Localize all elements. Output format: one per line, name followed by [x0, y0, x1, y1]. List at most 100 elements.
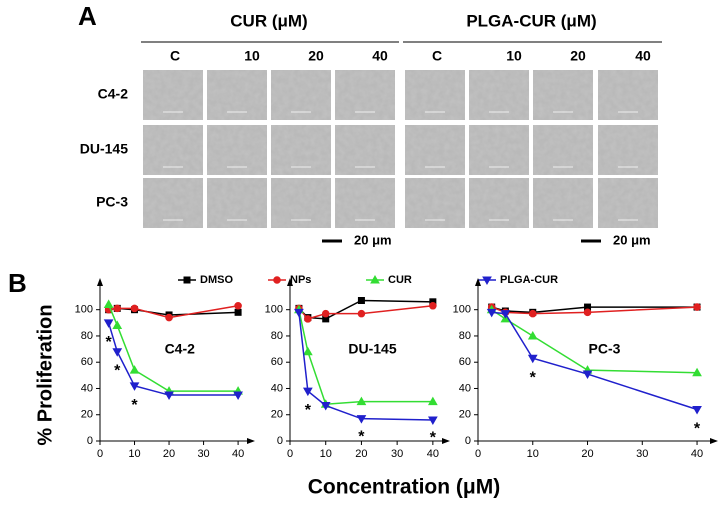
series-line — [298, 312, 433, 421]
data-point — [103, 299, 114, 308]
column-label: 10 — [506, 48, 522, 64]
micrograph-texture — [469, 70, 529, 120]
data-point — [583, 308, 592, 317]
data-point — [129, 382, 140, 391]
micrograph-texture — [533, 70, 593, 120]
panel-label: A — [78, 1, 97, 31]
significance-mark: * — [106, 334, 113, 351]
data-point — [357, 309, 366, 318]
data-point — [356, 415, 367, 424]
x-tick-label: 0 — [97, 448, 103, 460]
y-tick-label: 60 — [459, 356, 471, 368]
data-point — [113, 304, 122, 313]
micrograph-texture — [207, 125, 267, 175]
legend-label: DMSO — [200, 274, 233, 286]
y-axis-label: % Proliferation — [34, 304, 56, 445]
micrograph-texture — [469, 178, 529, 228]
data-point — [302, 387, 313, 397]
column-label: 40 — [635, 48, 651, 64]
chart-title: C4-2 — [165, 341, 196, 357]
x-tick-label: 30 — [636, 448, 648, 460]
data-point — [129, 365, 140, 374]
data-point — [233, 391, 243, 401]
micrograph-texture — [143, 178, 203, 228]
y-tick-label: 100 — [265, 304, 283, 316]
x-axis-arrow — [247, 438, 255, 444]
data-point — [164, 391, 174, 401]
data-point — [582, 370, 593, 380]
micrograph-texture — [598, 178, 658, 228]
data-point — [103, 319, 114, 328]
y-axis-arrow — [475, 278, 481, 286]
y-tick-label: 0 — [277, 435, 283, 447]
y-tick-label: 20 — [271, 409, 283, 421]
micrograph-texture — [405, 178, 465, 228]
micrograph-texture — [143, 125, 203, 175]
micrograph-texture — [598, 70, 658, 120]
column-label: 20 — [570, 48, 586, 64]
micrograph-texture — [207, 178, 267, 228]
micrograph-texture — [598, 125, 658, 175]
significance-mark: * — [358, 428, 365, 445]
legend-marker — [273, 276, 281, 284]
micrograph-texture — [271, 70, 331, 120]
legend-marker — [183, 276, 191, 284]
legend-label: NPs — [290, 274, 311, 286]
y-tick-label: 40 — [271, 382, 283, 394]
y-tick-label: 20 — [81, 409, 93, 421]
significance-mark: * — [131, 397, 138, 414]
y-axis-arrow — [287, 278, 293, 286]
x-axis-label: Concentration (μM) — [308, 476, 501, 499]
data-point — [357, 297, 365, 305]
data-point — [294, 308, 304, 318]
micrograph-texture — [469, 125, 529, 175]
significance-mark: * — [430, 430, 437, 447]
significance-mark: * — [530, 369, 537, 386]
series-line — [108, 305, 239, 319]
group-title: CUR (μM) — [230, 11, 307, 30]
data-point — [112, 348, 123, 357]
x-tick-label: 10 — [527, 448, 539, 460]
x-tick-label: 30 — [197, 448, 209, 460]
column-label: C — [432, 48, 442, 64]
legend-marker — [482, 276, 492, 286]
y-tick-label: 0 — [87, 435, 93, 447]
y-tick-label: 80 — [271, 330, 283, 342]
y-tick-label: 100 — [453, 304, 471, 316]
micrograph-texture — [143, 70, 203, 120]
data-point — [500, 310, 511, 319]
data-point — [427, 416, 438, 425]
data-point — [304, 315, 312, 323]
data-point — [427, 396, 438, 406]
panel-label: B — [8, 268, 27, 298]
x-tick-label: 10 — [128, 448, 140, 460]
micrograph-texture — [405, 125, 465, 175]
row-label: PC-3 — [96, 194, 128, 210]
significance-mark: * — [305, 402, 312, 419]
data-point — [528, 309, 537, 318]
chart-title: DU-145 — [348, 341, 396, 357]
x-axis-arrow — [442, 438, 450, 444]
legend-marker — [370, 274, 380, 284]
x-tick-label: 20 — [581, 448, 593, 460]
series-line — [107, 322, 239, 396]
series-line — [491, 306, 698, 315]
micrograph-texture — [335, 178, 395, 228]
column-label: 20 — [308, 48, 324, 64]
x-tick-label: 20 — [163, 448, 175, 460]
data-point — [692, 405, 702, 415]
micrograph-texture — [271, 178, 331, 228]
y-tick-label: 100 — [75, 304, 93, 316]
data-point — [320, 402, 331, 411]
column-label: 10 — [244, 48, 260, 64]
data-point — [165, 313, 173, 322]
y-axis-arrow — [97, 278, 103, 286]
data-point — [486, 308, 497, 318]
x-tick-label: 0 — [475, 448, 481, 460]
series-line — [491, 311, 698, 411]
data-point — [234, 301, 242, 310]
scale-label: 20 μm — [354, 232, 392, 247]
x-tick-label: 30 — [391, 448, 403, 460]
x-axis-arrow — [710, 438, 718, 444]
